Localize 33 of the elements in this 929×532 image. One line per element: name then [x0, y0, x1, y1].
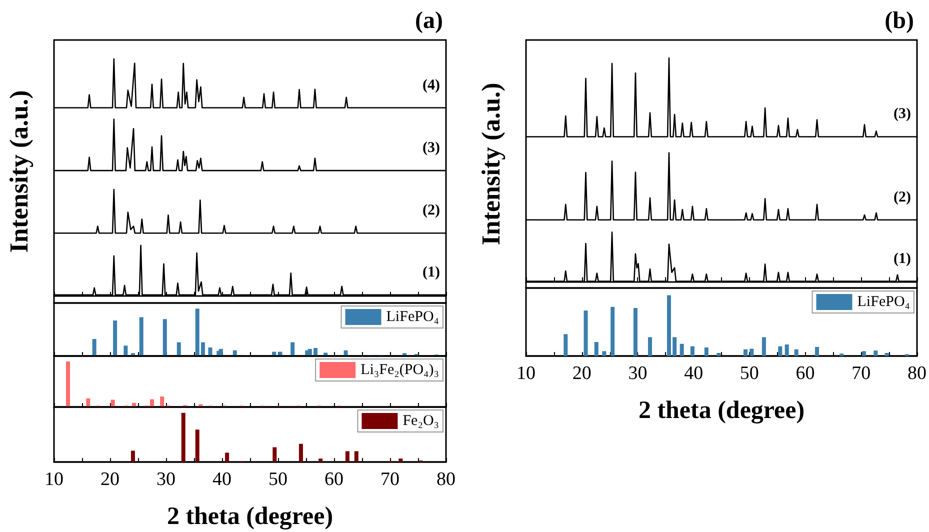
legend-label: Fe₂O₃ — [402, 413, 440, 429]
x-tick-label: 50 — [740, 363, 759, 384]
legend-label: Li₃Fe₂(PO₄)₃ — [360, 362, 440, 378]
chart-title: (b) — [884, 8, 914, 34]
x-tick-label: 70 — [380, 469, 400, 490]
chart-title: (a) — [415, 8, 443, 34]
x-tick-label: 50 — [268, 469, 288, 490]
x-tick-label: 30 — [156, 469, 176, 490]
series-label: (1) — [894, 250, 912, 267]
series-label: (4) — [422, 77, 440, 94]
x-tick-label: 40 — [684, 363, 704, 384]
x-tick-label: 40 — [212, 469, 232, 490]
x-axis-title: 2 theta (degree) — [638, 397, 805, 424]
x-tick-label: 20 — [100, 469, 120, 490]
series-label: (2) — [894, 189, 912, 206]
series-label: (1) — [422, 264, 440, 280]
x-tick-label: 10 — [44, 469, 64, 490]
series-label: (3) — [422, 140, 440, 156]
series-label: (2) — [422, 202, 440, 219]
x-tick-label: 20 — [572, 363, 592, 384]
x-tick-label: 30 — [628, 363, 648, 384]
x-tick-label: 60 — [324, 469, 344, 490]
x-tick-label: 70 — [852, 363, 871, 384]
x-tick-label: 80 — [436, 469, 456, 490]
x-tick-label: 80 — [908, 363, 926, 384]
legend-label: LiFePO₄ — [386, 309, 439, 325]
legend-label: LiFePO₄ — [857, 294, 910, 310]
x-tick-label: 60 — [796, 363, 815, 384]
series-label: (3) — [894, 106, 912, 122]
x-axis-title: 2 theta (degree) — [166, 503, 334, 530]
y-axis-title: Intensity (a.u.) — [4, 90, 34, 253]
x-tick-label: 10 — [516, 363, 536, 384]
y-axis-title: Intensity (a.u.) — [476, 82, 506, 246]
